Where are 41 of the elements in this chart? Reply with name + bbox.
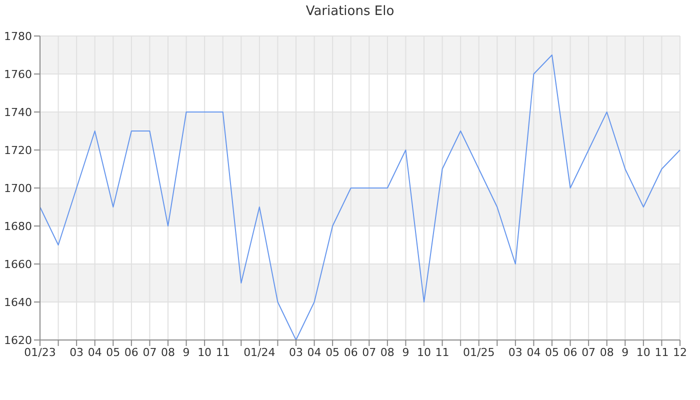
y-tick-label: 1720 [4,144,32,157]
y-tick-label: 1660 [4,258,32,271]
x-tick-label: 06 [344,346,358,359]
x-tick-label: 07 [362,346,376,359]
x-tick-label: 07 [142,346,157,359]
x-tick-label: 03 [289,346,303,359]
x-tick-label: 05 [326,346,340,359]
y-tick-label: 1620 [4,334,32,347]
x-tick-label: 08 [600,346,614,359]
y-tick-label: 1700 [4,182,32,195]
x-tick-label: 03 [70,346,84,359]
x-tick-label: 08 [380,346,394,359]
x-tick-label: 10 [198,346,212,359]
y-tick-label: 1780 [4,30,32,43]
x-tick-label: 9 [182,346,190,359]
x-tick-label: 01/24 [244,346,276,359]
y-tick-label: 1760 [4,68,32,81]
x-tick-label: 04 [307,346,322,359]
y-tick-label: 1640 [4,296,32,309]
x-tick-label: 03 [508,346,522,359]
x-tick-label: 10 [636,346,650,359]
x-tick-label: 05 [545,346,559,359]
x-tick-label: 04 [88,346,102,359]
x-tick-label: 08 [161,346,175,359]
x-tick-label: 9 [402,346,410,359]
x-tick-label: 07 [582,346,596,359]
x-tick-label: 11 [654,346,669,359]
x-tick-label: 05 [106,346,120,359]
x-tick-label: 10 [417,346,431,359]
x-tick-label: 06 [124,346,138,359]
x-tick-label: 11 [435,346,450,359]
x-tick-label: 04 [526,346,541,359]
chart-title: Variations Elo [304,4,396,19]
x-tick-label: 01/25 [463,346,495,359]
x-tick-label: 9 [622,346,629,359]
x-tick-label: 01/23 [24,346,56,359]
x-tick-label: 12 [673,346,687,359]
y-tick-label: 1740 [4,106,32,119]
y-tick-label: 1680 [4,220,32,233]
x-tick-label: 06 [563,346,578,359]
x-tick-label: 11 [216,346,230,359]
